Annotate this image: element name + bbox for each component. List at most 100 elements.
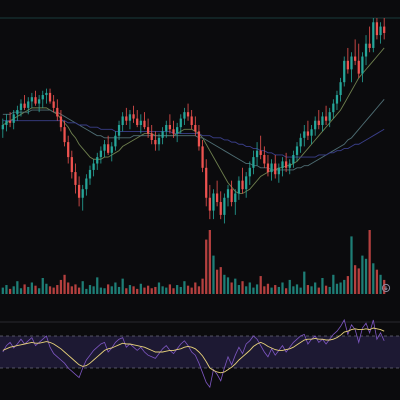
- volume-bar: [136, 288, 139, 294]
- volume-bar: [161, 286, 164, 294]
- candle-body: [263, 154, 266, 164]
- candle-body: [295, 146, 299, 155]
- candle-body: [176, 127, 179, 134]
- candle: [103, 139, 106, 158]
- volume-bar: [27, 286, 30, 294]
- candle: [168, 114, 172, 134]
- volume-pane: [1, 230, 386, 294]
- volume-bar: [321, 278, 324, 294]
- candle: [248, 161, 251, 185]
- volume-bar: [295, 284, 299, 294]
- candle-body: [190, 116, 193, 125]
- volume-bar: [263, 286, 266, 294]
- candle-body: [383, 26, 386, 33]
- volume-bar: [103, 288, 106, 294]
- candle-body: [379, 26, 382, 36]
- price-pane[interactable]: [0, 17, 400, 224]
- candle: [38, 95, 41, 113]
- candle: [143, 112, 146, 130]
- moving-average-line-3: [2, 120, 385, 158]
- candle-body: [364, 43, 368, 57]
- candle: [314, 116, 317, 136]
- candle: [205, 159, 208, 207]
- volume-bar: [197, 286, 201, 294]
- candle-body: [281, 161, 284, 168]
- candle-body: [63, 127, 66, 143]
- candle-body: [223, 197, 226, 215]
- volume-bar: [63, 274, 66, 294]
- candle: [56, 99, 59, 121]
- candle-body: [284, 161, 288, 168]
- arrow-down-circle-icon[interactable]: [381, 283, 391, 293]
- volume-bar: [212, 255, 215, 294]
- candle-body: [212, 193, 215, 211]
- candle: [27, 97, 30, 115]
- candle-body: [266, 163, 270, 173]
- candle: [350, 52, 353, 83]
- candle: [85, 174, 88, 196]
- candle-body: [252, 157, 255, 168]
- volume-bar: [38, 288, 41, 294]
- volume-bar: [117, 286, 121, 294]
- candle: [8, 112, 12, 128]
- volume-bar: [208, 230, 211, 294]
- candle: [107, 135, 110, 155]
- volume-bar: [8, 288, 12, 294]
- volume-bar: [77, 287, 81, 294]
- volume-bar: [241, 281, 244, 294]
- volume-bar: [346, 276, 349, 294]
- candle-body: [161, 131, 164, 138]
- candle-body: [335, 95, 339, 104]
- volume-bar: [150, 288, 153, 294]
- candle: [117, 120, 121, 140]
- candle: [30, 92, 33, 108]
- candle-body: [88, 169, 92, 179]
- volume-bar: [223, 274, 226, 294]
- candle-body: [92, 163, 95, 170]
- candle-body: [186, 112, 190, 117]
- candle-body: [183, 112, 186, 119]
- moving-average-line-1: [2, 47, 385, 194]
- volume-bar: [81, 281, 84, 294]
- volume-bar: [48, 286, 52, 294]
- candle-body: [226, 189, 230, 198]
- candle: [19, 99, 23, 117]
- candle-body: [125, 116, 128, 121]
- candle: [215, 180, 219, 207]
- candle-body: [27, 101, 30, 108]
- candle: [5, 114, 8, 132]
- volume-bar: [379, 274, 382, 294]
- rsi-pane[interactable]: [0, 318, 400, 389]
- candle-body: [23, 103, 26, 108]
- candle: [259, 135, 262, 160]
- candle-body: [121, 116, 124, 125]
- candle: [186, 103, 190, 121]
- volume-bar: [132, 286, 135, 294]
- candle-body: [96, 157, 99, 164]
- candle-body: [99, 150, 103, 158]
- candle: [201, 139, 204, 173]
- candle: [281, 157, 284, 177]
- candle: [310, 125, 313, 145]
- candle: [364, 35, 368, 66]
- candle-body: [288, 163, 291, 168]
- volume-bar: [357, 268, 360, 294]
- candle: [92, 159, 95, 177]
- volume-bar: [190, 287, 193, 294]
- candle: [1, 118, 4, 138]
- volume-bar: [23, 284, 26, 294]
- volume-bar: [343, 279, 346, 294]
- candle: [346, 47, 349, 74]
- candle-body: [16, 110, 19, 115]
- candle-body: [259, 150, 262, 155]
- volume-bar: [59, 279, 63, 294]
- volume-bar: [1, 287, 4, 294]
- candle: [165, 120, 168, 138]
- volume-bar: [350, 236, 353, 294]
- volume-bar: [114, 282, 117, 294]
- volume-bar: [157, 282, 161, 294]
- candle: [157, 133, 161, 151]
- candle: [368, 26, 371, 53]
